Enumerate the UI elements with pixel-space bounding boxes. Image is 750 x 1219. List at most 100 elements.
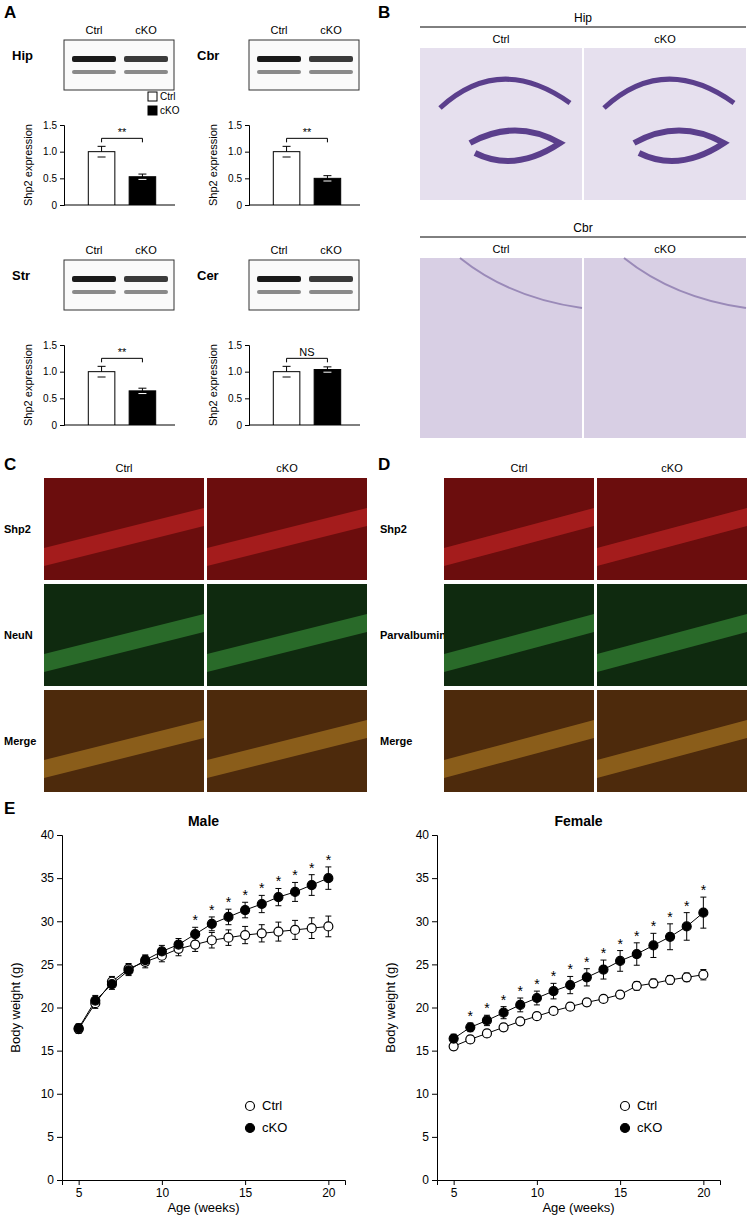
significance: * — [601, 945, 607, 961]
x-axis: 5101520 — [438, 1180, 721, 1200]
point — [466, 1023, 475, 1032]
y-axis-tick: 35 — [41, 871, 62, 885]
tick-label: 15 — [614, 1186, 628, 1200]
tick-label: 0 — [236, 200, 242, 211]
point — [516, 1017, 525, 1026]
x-axis-tick: 15 — [239, 1180, 253, 1200]
significance: * — [684, 898, 690, 914]
y-axis-tick: 0 — [47, 1173, 62, 1187]
tick-mark — [60, 345, 64, 346]
lane-label: cKO — [320, 24, 342, 36]
tick-mark — [57, 1008, 62, 1009]
error-cap — [98, 366, 106, 367]
significance: * — [501, 992, 507, 1008]
series-line — [454, 975, 704, 1047]
tick-label: 15 — [239, 1186, 253, 1200]
tick-label: 20 — [697, 1186, 711, 1200]
blot-band — [72, 276, 116, 282]
tick-label: 1.0 — [43, 366, 57, 377]
tick-mark — [432, 964, 437, 965]
tick-label: 35 — [41, 871, 55, 885]
micrograph — [597, 584, 747, 686]
cell-layer — [44, 720, 204, 778]
tick-label: 10 — [156, 1186, 170, 1200]
significance: * — [209, 902, 215, 918]
tick-mark — [245, 425, 249, 426]
tick-mark — [432, 921, 437, 922]
section-title: Cbr — [573, 221, 592, 235]
blot-band — [309, 70, 353, 74]
y-axis-tick: 1.5 — [43, 340, 64, 351]
tissue-edge — [460, 258, 582, 308]
y-axis-tick: 25 — [416, 958, 437, 972]
x-axis-tick: 5 — [76, 1180, 83, 1200]
row-label: Shp2 — [4, 523, 31, 535]
point — [499, 1023, 508, 1032]
legend-swatch — [148, 106, 157, 115]
error-cap — [323, 372, 331, 373]
point — [191, 930, 200, 939]
tick-label: 40 — [416, 828, 430, 842]
tick-label: 0.5 — [43, 393, 57, 404]
tick-label: 1.0 — [228, 366, 242, 377]
cell-layer — [44, 614, 204, 672]
tick-mark — [245, 152, 249, 153]
bar-panel: StrCtrlcKO00.51.01.5Shp2 expression** — [12, 244, 175, 431]
row-label: Merge — [4, 735, 36, 747]
panel-d: CtrlcKOShp2ParvalbuminMerge — [380, 462, 747, 792]
point — [207, 936, 216, 945]
point — [682, 973, 691, 982]
point — [532, 994, 541, 1003]
point — [224, 912, 233, 921]
column-label: Ctrl — [115, 462, 132, 474]
tick-mark — [245, 1180, 246, 1185]
significance: ** — [303, 126, 312, 138]
x-axis-tick: 10 — [531, 1180, 545, 1200]
point — [157, 947, 166, 956]
tick-mark — [245, 345, 249, 346]
y-axis-line — [245, 126, 250, 206]
bar — [314, 178, 341, 205]
column-label: cKO — [276, 462, 298, 474]
point — [224, 933, 233, 942]
tick-mark — [432, 1137, 437, 1138]
significance-bracket — [287, 358, 328, 362]
tick-mark — [245, 398, 249, 399]
blot-band — [124, 70, 168, 74]
y-axis: 0510152025303540 — [41, 828, 63, 1187]
bar — [273, 372, 300, 425]
y-axis-tick: 15 — [416, 1044, 437, 1058]
cell-layer — [444, 508, 594, 566]
point — [649, 941, 658, 950]
tick-label: 0.5 — [43, 173, 57, 184]
line-panel: Male51015200510152025303540Age (weeks)Bo… — [8, 813, 346, 1215]
chart-title: Cer — [197, 268, 219, 283]
point — [682, 922, 691, 931]
column-label: cKO — [654, 243, 676, 255]
y-axis-tick: 20 — [416, 1001, 437, 1015]
blot-band — [124, 290, 168, 294]
legend-label: cKO — [637, 1120, 662, 1135]
error-cap — [138, 179, 146, 180]
tick-mark — [60, 125, 64, 126]
y-axis-line — [245, 346, 250, 426]
row-label: NeuN — [4, 629, 33, 641]
y-axis-tick: 1.0 — [228, 146, 249, 157]
y-axis-title: Body weight (g) — [383, 962, 398, 1052]
micrograph — [584, 48, 746, 200]
tick-mark — [703, 1180, 704, 1185]
tick-label: 20 — [416, 1001, 430, 1015]
significance: * — [534, 976, 540, 992]
y-axis: 0510152025303540 — [416, 828, 438, 1187]
cell-layer — [597, 720, 747, 778]
significance: ** — [118, 346, 127, 358]
tick-mark — [454, 1180, 455, 1185]
point — [307, 924, 316, 933]
significance: * — [484, 1000, 490, 1016]
tick-label: 30 — [416, 915, 430, 929]
blot-band — [72, 56, 116, 62]
tick-mark — [620, 1180, 621, 1185]
point — [74, 1025, 83, 1034]
point — [124, 966, 133, 975]
x-axis-line — [249, 205, 360, 206]
